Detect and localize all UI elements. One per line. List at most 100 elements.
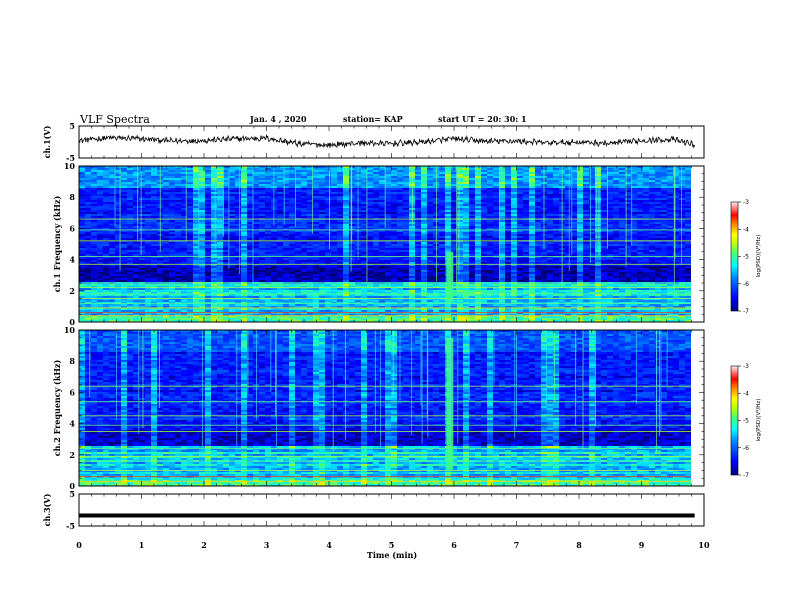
spectrogram-cell: [97, 264, 104, 267]
spectrogram-cell: [145, 298, 152, 301]
spectrogram-cell: [391, 210, 398, 213]
spectrogram-cell: [199, 250, 206, 253]
spectrogram-cell: [379, 226, 386, 229]
spectrogram-cell: [373, 308, 380, 311]
spectrogram-cell: [115, 292, 122, 295]
spectrogram-cell: [403, 172, 410, 175]
spectrogram-cell: [373, 242, 380, 245]
spectrogram-cell: [97, 274, 104, 277]
spectrogram-cell: [121, 312, 128, 315]
spectrogram-cell: [271, 272, 278, 275]
spectrogram-cell: [199, 318, 206, 321]
spectrogram-cell: [241, 280, 248, 283]
spectrogram-cell: [367, 166, 374, 169]
spectrogram-cell: [301, 228, 308, 231]
spectrogram-cell: [139, 186, 146, 189]
spectrogram-cell: [85, 178, 92, 181]
spectrogram-cell: [115, 204, 122, 207]
spectrogram-cell: [133, 206, 140, 209]
spectrogram-cell: [97, 190, 104, 193]
spectrogram-cell: [121, 174, 128, 177]
spectrogram-cell: [91, 246, 98, 249]
spectrogram-cell: [301, 204, 308, 207]
spectrogram-cell: [97, 234, 104, 237]
spectrogram-cell: [289, 234, 296, 237]
spectrogram-cell: [235, 210, 242, 213]
spectrogram-cell: [337, 274, 344, 277]
spectrogram-cell: [379, 200, 386, 203]
spectrogram-cell: [151, 230, 158, 233]
spectrogram-cell: [409, 292, 416, 295]
spectrogram-cell: [211, 276, 218, 279]
spectrogram-cell: [97, 254, 104, 257]
spectrogram-cell: [259, 276, 266, 279]
spectrogram-cell: [439, 254, 446, 257]
spectrogram-cell: [445, 248, 452, 251]
spectrogram-cell: [361, 270, 368, 273]
spectrogram-cell: [367, 198, 374, 201]
spectrogram-cell: [247, 266, 254, 269]
spectrogram-cell: [235, 272, 242, 275]
spectrogram-cell: [169, 304, 176, 307]
spectrogram-cell: [361, 172, 368, 175]
spectrogram-cell: [259, 260, 266, 263]
spectrogram-cell: [97, 198, 104, 201]
spectrogram-cell: [283, 224, 290, 227]
spectrogram-cell: [193, 260, 200, 263]
spectrogram-cell: [223, 188, 230, 191]
spectrogram-cell: [169, 194, 176, 197]
spectrogram-cell: [151, 300, 158, 303]
spectrogram-cell: [265, 180, 272, 183]
spectrogram-cell: [163, 284, 170, 287]
spectrogram-cell: [241, 248, 248, 251]
spectrogram-cell: [91, 294, 98, 297]
spectrogram-cell: [415, 214, 422, 217]
spectrogram-cell: [97, 202, 104, 205]
spectrogram-cell: [241, 250, 248, 253]
spectrogram-cell: [169, 270, 176, 273]
spectrogram-cell: [337, 288, 344, 291]
spectrogram-cell: [373, 174, 380, 177]
spectrogram-cell: [127, 178, 134, 181]
spectrogram-cell: [439, 210, 446, 213]
spectrogram-cell: [415, 288, 422, 291]
spectrogram-cell: [457, 248, 464, 251]
spectrogram-cell: [349, 244, 356, 247]
spectrogram-cell: [373, 208, 380, 211]
spectrogram-cell: [187, 306, 194, 309]
spectrogram-cell: [451, 304, 458, 307]
spectrogram-cell: [415, 260, 422, 263]
spectrogram-cell: [115, 188, 122, 191]
spectrogram-cell: [193, 186, 200, 189]
spectrogram-cell: [355, 304, 362, 307]
spectrogram-cell: [307, 266, 314, 269]
spectrogram-cell: [277, 316, 284, 319]
spectrogram-cell: [331, 320, 338, 322]
spectrogram-cell: [259, 248, 266, 251]
spectrogram-cell: [79, 288, 86, 291]
spectrogram-cell: [319, 236, 326, 239]
spectrogram-cell: [175, 166, 182, 169]
spectrogram-cell: [181, 174, 188, 177]
spectrogram-cell: [229, 260, 236, 263]
spectrogram-cell: [451, 226, 458, 229]
spectrogram-cell: [229, 250, 236, 253]
spectrogram-cell: [421, 272, 428, 275]
spectrogram-cell: [79, 286, 86, 289]
spectrogram-cell: [199, 286, 206, 289]
spectrogram-cell: [379, 190, 386, 193]
spectrogram-cell: [343, 268, 350, 271]
spectrogram-cell: [169, 276, 176, 279]
spectrogram-cell: [361, 310, 368, 313]
spectrogram-cell: [241, 172, 248, 175]
spectrogram-cell: [91, 238, 98, 241]
spectrogram-cell: [451, 266, 458, 269]
spectrogram-cell: [241, 286, 248, 289]
spectrogram-cell: [349, 274, 356, 277]
spectrogram-cell: [331, 168, 338, 171]
spectrogram-cell: [199, 232, 206, 235]
spectrogram-cell: [241, 186, 248, 189]
spectrogram-cell: [97, 226, 104, 229]
spectrogram-cell: [361, 196, 368, 199]
spectrogram-cell: [157, 316, 164, 319]
